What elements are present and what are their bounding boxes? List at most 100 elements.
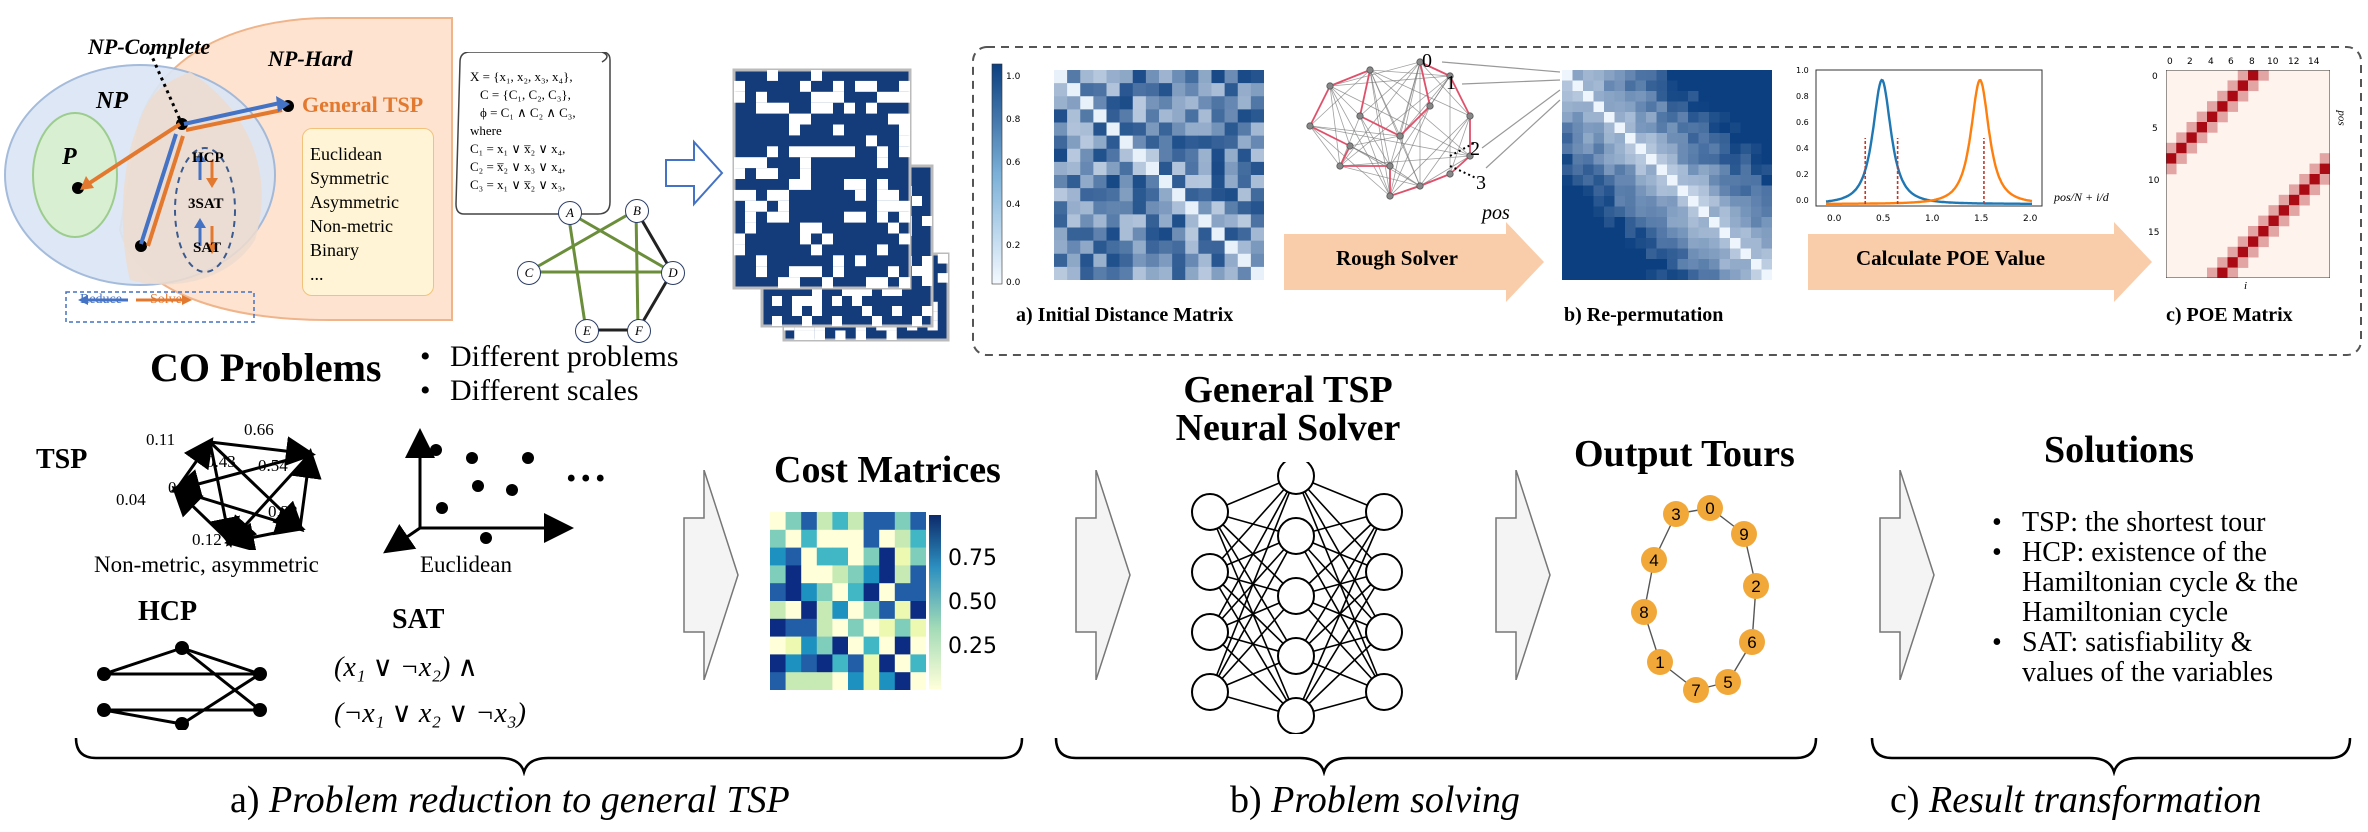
complexity-sets-diagram bbox=[4, 17, 453, 323]
tsp-type-0: Euclidean bbox=[310, 144, 382, 164]
solution-bullet-0: TSP: the shortest tour bbox=[1988, 508, 2328, 539]
tsp-type-2: Asymmetric bbox=[310, 192, 399, 212]
binary-matrices bbox=[732, 66, 952, 342]
tour-node-label: 1 bbox=[1655, 653, 1664, 672]
cb-a-tick-0: 1.0 bbox=[1006, 72, 1021, 82]
sat-formula-line1: (x₁ ∨ ¬x₂) ∧ bbox=[334, 652, 478, 683]
graph-label-2: 2 bbox=[1470, 138, 1480, 160]
co-problems-title: CO Problems bbox=[150, 345, 382, 390]
tsp-w-1: 0.66 bbox=[244, 420, 274, 439]
cb-a-tick-3: 0.4 bbox=[1006, 200, 1021, 210]
formula-line-2: ϕ = C₁ ∧ C₂ ∧ C₃, bbox=[480, 105, 576, 120]
calc-poe-arrow-shape bbox=[1808, 222, 2152, 302]
connector-lines bbox=[1441, 61, 1561, 169]
tour-node-label: 3 bbox=[1671, 505, 1680, 524]
euclidean-label: Euclidean bbox=[420, 552, 512, 577]
formula-scroll bbox=[455, 52, 611, 215]
cb-a-tick-5: 0.0 bbox=[1006, 278, 1021, 288]
output-tours-title: Output Tours bbox=[1574, 433, 1795, 475]
np-label: NP bbox=[96, 88, 128, 114]
pm-xtick-5: 10 bbox=[2267, 57, 2279, 67]
tsp-w-5: 0.04 bbox=[116, 490, 146, 509]
pm-ytick-3: 15 bbox=[2148, 228, 2160, 238]
neural-network bbox=[1191, 462, 1403, 734]
formula-line-6: C₃ = x₁ ∨ x̅₂ ∨ x₃, bbox=[470, 177, 566, 192]
formula-line-0: X = {x₁, x₂, x₃, x₄}, bbox=[470, 69, 573, 84]
poe-ytick-2: 0.6 bbox=[1796, 118, 1809, 127]
stage-c-caption: c) Result transformation bbox=[1890, 778, 2262, 822]
stage-arrow-2 bbox=[1075, 470, 1131, 680]
solutions-title: Solutions bbox=[2044, 429, 2194, 471]
tsp-type-3: Non-metric bbox=[310, 216, 393, 236]
tsp-type-1: Symmetric bbox=[310, 168, 389, 188]
poe-xtick-1: 0.5 bbox=[1876, 214, 1891, 224]
tour-node-label: 0 bbox=[1705, 499, 1714, 518]
cost-matrices-title: Cost Matrices bbox=[774, 449, 1001, 491]
poe-ytick-0: 1.0 bbox=[1796, 66, 1809, 75]
step-c-label: c) POE Matrix bbox=[2166, 304, 2293, 326]
reduce-legend: Reduce bbox=[80, 292, 122, 307]
initial-distance-matrix bbox=[1054, 70, 1265, 281]
co-bullet-0: Different problems bbox=[416, 340, 679, 374]
stage-b-prefix: b) bbox=[1230, 779, 1262, 821]
cost-cb-tick-0: 0.75 bbox=[948, 546, 997, 571]
sat3-label: 3SAT bbox=[188, 196, 224, 212]
co-problems-bullets: Different problems Different scales bbox=[416, 340, 679, 408]
hollow-arrow-to-binary bbox=[665, 139, 724, 207]
poe-ytick-1: 0.8 bbox=[1796, 92, 1809, 101]
formula-line-5: C₂ = x̅₂ ∨ x₃ ∨ x₄, bbox=[470, 159, 566, 174]
neural-solver-title-1: General TSP bbox=[1183, 369, 1393, 411]
hcp-node-a: A bbox=[558, 201, 582, 225]
np-hard-label: NP-Hard bbox=[268, 46, 353, 71]
formula-line-4: C₁ = x₁ ∨ x̅₂ ∨ x₄, bbox=[470, 141, 566, 156]
graph-label-3: 3 bbox=[1476, 172, 1486, 194]
stage-a-text: Problem reduction to general TSP bbox=[269, 779, 790, 821]
pm-xtick-3: 6 bbox=[2228, 57, 2234, 67]
tour-node-label: 6 bbox=[1747, 633, 1756, 652]
tsp-w-4: 0.02 bbox=[168, 478, 198, 497]
pm-xtick-0: 0 bbox=[2167, 57, 2173, 67]
poe-matrix bbox=[2165, 69, 2331, 279]
step-b-label: b) Re-permutation bbox=[1564, 304, 1724, 326]
stage-braces bbox=[74, 737, 2352, 776]
tsp-type-list: Euclidean Symmetric Asymmetric Non-metri… bbox=[310, 142, 399, 286]
poe-pipeline-frame bbox=[972, 46, 2362, 356]
hcp-node-d: D bbox=[661, 261, 685, 285]
hcp-node-c: C bbox=[517, 261, 541, 285]
graph-label-pos: pos bbox=[1482, 202, 1510, 224]
tsp-types-box bbox=[302, 128, 434, 296]
tour-node-label: 7 bbox=[1691, 681, 1700, 700]
cb-a-tick-1: 0.8 bbox=[1006, 115, 1021, 125]
formula-line-3: where bbox=[470, 123, 502, 138]
sat-label: SAT bbox=[193, 240, 222, 256]
formula-line-1: C = {C₁, C₂, C₃}, bbox=[480, 87, 571, 102]
poe-ytick-3: 0.4 bbox=[1796, 144, 1809, 153]
rough-solver-label: Rough Solver bbox=[1336, 246, 1458, 270]
poe-xtick-4: 2.0 bbox=[2023, 214, 2038, 224]
stage-c-text: Result transformation bbox=[1929, 779, 2262, 821]
sat-title: SAT bbox=[392, 604, 445, 635]
poe-xtick-3: 1.5 bbox=[1974, 214, 1989, 224]
solutions-bullets: TSP: the shortest tour HCP: existence of… bbox=[1988, 508, 2328, 688]
tour-node-label: 8 bbox=[1639, 603, 1648, 622]
pm-ytick-1: 5 bbox=[2152, 124, 2158, 134]
rough-solver-graph bbox=[1306, 58, 1477, 200]
stage-b-text: Problem solving bbox=[1271, 779, 1520, 821]
poe-value-plot bbox=[1815, 69, 2043, 207]
cb-a-tick-4: 0.2 bbox=[1006, 241, 1021, 251]
solution-bullet-2: SAT: satisfiability & values of the vari… bbox=[1988, 628, 2328, 688]
stage-a-prefix: a) bbox=[230, 779, 260, 821]
asym-tsp-graph bbox=[170, 436, 322, 550]
cost-colorbar bbox=[929, 515, 941, 689]
poe-matrix-xlabel: i bbox=[2244, 280, 2248, 292]
distance-colorbar bbox=[991, 63, 1003, 285]
tour-node-label: 5 bbox=[1723, 673, 1732, 692]
tour-node-label: 2 bbox=[1751, 577, 1760, 596]
pm-ytick-0: 0 bbox=[2152, 72, 2158, 82]
tsp-w-7: 0.12 bbox=[192, 530, 222, 549]
cost-cb-tick-2: 0.25 bbox=[948, 634, 997, 659]
p-region bbox=[32, 112, 118, 238]
pm-ytick-2: 10 bbox=[2148, 176, 2160, 186]
stage-a-caption: a) Problem reduction to general TSP bbox=[230, 778, 790, 822]
general-tsp-label: General TSP bbox=[302, 92, 424, 117]
